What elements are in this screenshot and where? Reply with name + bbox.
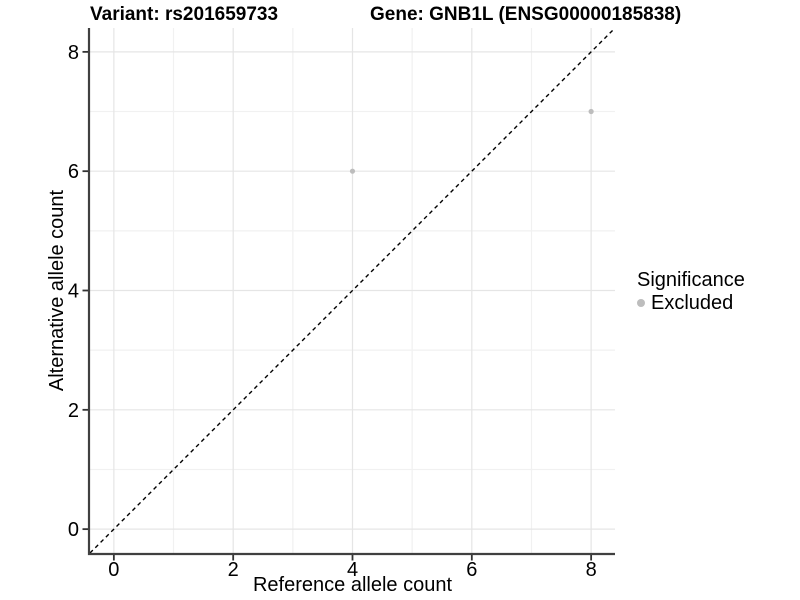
gene-title: Gene: GNB1L (ENSG00000185838) <box>370 4 682 25</box>
data-point <box>349 168 356 174</box>
x-tick-label: 2 <box>228 559 239 581</box>
x-tick-label: 6 <box>466 559 477 581</box>
y-axis-label: Alternative allele count <box>45 28 71 553</box>
variant-title: Variant: rs201659733 <box>90 4 279 25</box>
x-tick-label: 4 <box>347 559 358 581</box>
x-axis-label: Reference allele count <box>252 574 452 596</box>
data-point <box>588 108 594 115</box>
y-axis-label-text: Alternative allele count <box>46 189 69 392</box>
y-tick-label: 6 <box>68 161 79 183</box>
legend-title: Significance <box>637 269 745 291</box>
y-tick-label: 0 <box>68 519 79 541</box>
legend-entry-excluded: Excluded <box>637 292 745 314</box>
legend: Significance Excluded <box>637 268 745 314</box>
y-tick-label: 8 <box>68 42 79 64</box>
x-tick-label: 0 <box>108 559 119 581</box>
legend-entry-label: Excluded <box>651 292 734 314</box>
y-tick-label: 4 <box>68 281 79 303</box>
axis-lines <box>87 28 615 556</box>
y-tick-label: 2 <box>68 400 79 422</box>
x-tick-label: 8 <box>586 559 597 581</box>
legend-key-dot-icon <box>637 299 645 307</box>
identity-dashed-line <box>89 27 616 554</box>
